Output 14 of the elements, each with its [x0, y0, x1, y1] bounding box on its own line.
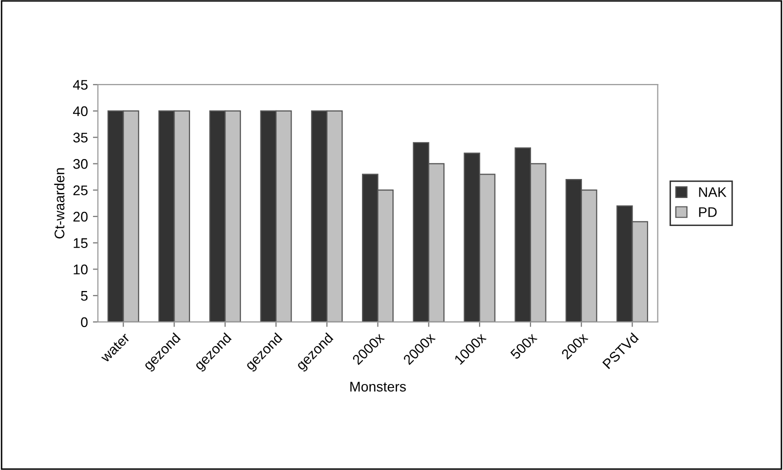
y-tick-label: 15: [74, 238, 88, 248]
x-axis-title: Monsters: [350, 382, 406, 392]
y-tick-label: 5: [80, 291, 88, 301]
legend-label: PD: [699, 207, 717, 217]
y-tick-label: 40: [73, 106, 88, 116]
y-tick-label: 45: [73, 80, 88, 90]
y-tick-label: 35: [73, 132, 88, 143]
y-tick-label: 0: [80, 317, 88, 328]
legend-label: NAK: [699, 187, 726, 197]
y-tick-label: 20: [73, 212, 88, 222]
y-tick-label: 25: [73, 185, 88, 196]
y-axis-title: Ct-waarden: [54, 168, 64, 238]
y-tick-label: 30: [73, 159, 88, 169]
y-tick-label: 10: [74, 264, 88, 274]
